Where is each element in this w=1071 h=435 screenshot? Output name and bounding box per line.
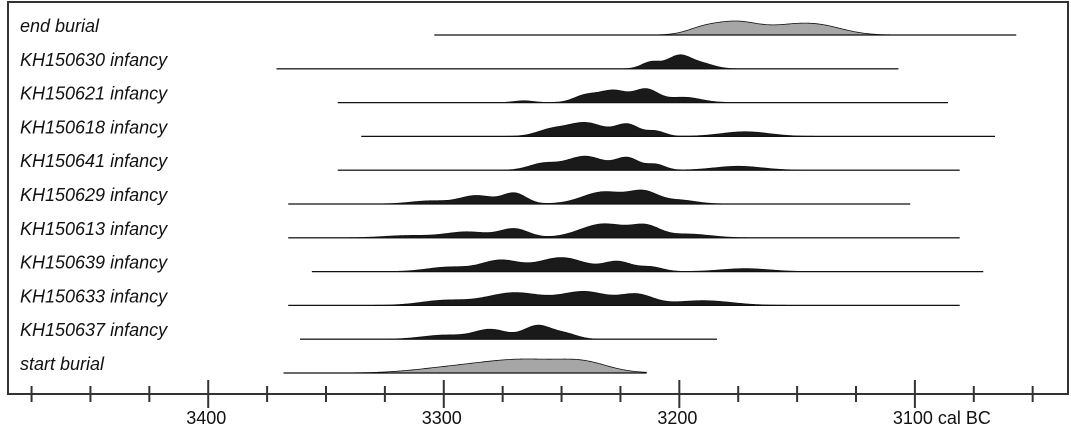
tick-label: 3300 [422, 408, 462, 428]
row-label-kh150630-infancy: KH150630 infancy [20, 50, 168, 70]
row-label-end-burial: end burial [20, 16, 100, 36]
row-kh150641-infancy: KH150641 infancy [20, 151, 960, 171]
row-kh150637-infancy: KH150637 infancy [20, 320, 718, 340]
tick-label: 3200 [657, 408, 697, 428]
row-kh150639-infancy: KH150639 infancy [20, 253, 984, 273]
row-label-kh150629-infancy: KH150629 infancy [20, 185, 168, 205]
row-kh150621-infancy: KH150621 infancy [20, 84, 948, 104]
row-label-kh150637-infancy: KH150637 infancy [20, 320, 168, 340]
x-axis: 3400 3300 3200 3100 cal BC [30, 380, 1034, 428]
distribution-rows: end burial KH150630 infancy KH150621 infan… [20, 16, 1017, 374]
row-label-kh150639-infancy: KH150639 infancy [20, 253, 168, 273]
row-label-kh150618-infancy: KH150618 infancy [20, 117, 168, 137]
row-kh150618-infancy: KH150618 infancy [20, 117, 995, 137]
row-kh150629-infancy: KH150629 infancy [20, 185, 911, 205]
row-label-kh150641-infancy: KH150641 infancy [20, 151, 168, 171]
row-kh150630-infancy: KH150630 infancy [20, 50, 899, 70]
row-start-burial: start burial [20, 354, 647, 374]
row-label-kh150613-infancy: KH150613 infancy [20, 219, 168, 239]
row-end-burial: end burial [20, 16, 1017, 36]
row-kh150633-infancy: KH150633 infancy [20, 286, 960, 306]
row-label-start-burial: start burial [20, 354, 105, 374]
row-label-kh150621-infancy: KH150621 infancy [20, 84, 168, 104]
row-label-kh150633-infancy: KH150633 infancy [20, 286, 168, 306]
tick-label: 3100 cal BC [893, 408, 991, 428]
row-kh150613-infancy: KH150613 infancy [20, 219, 960, 239]
tick-label: 3400 [186, 408, 226, 428]
